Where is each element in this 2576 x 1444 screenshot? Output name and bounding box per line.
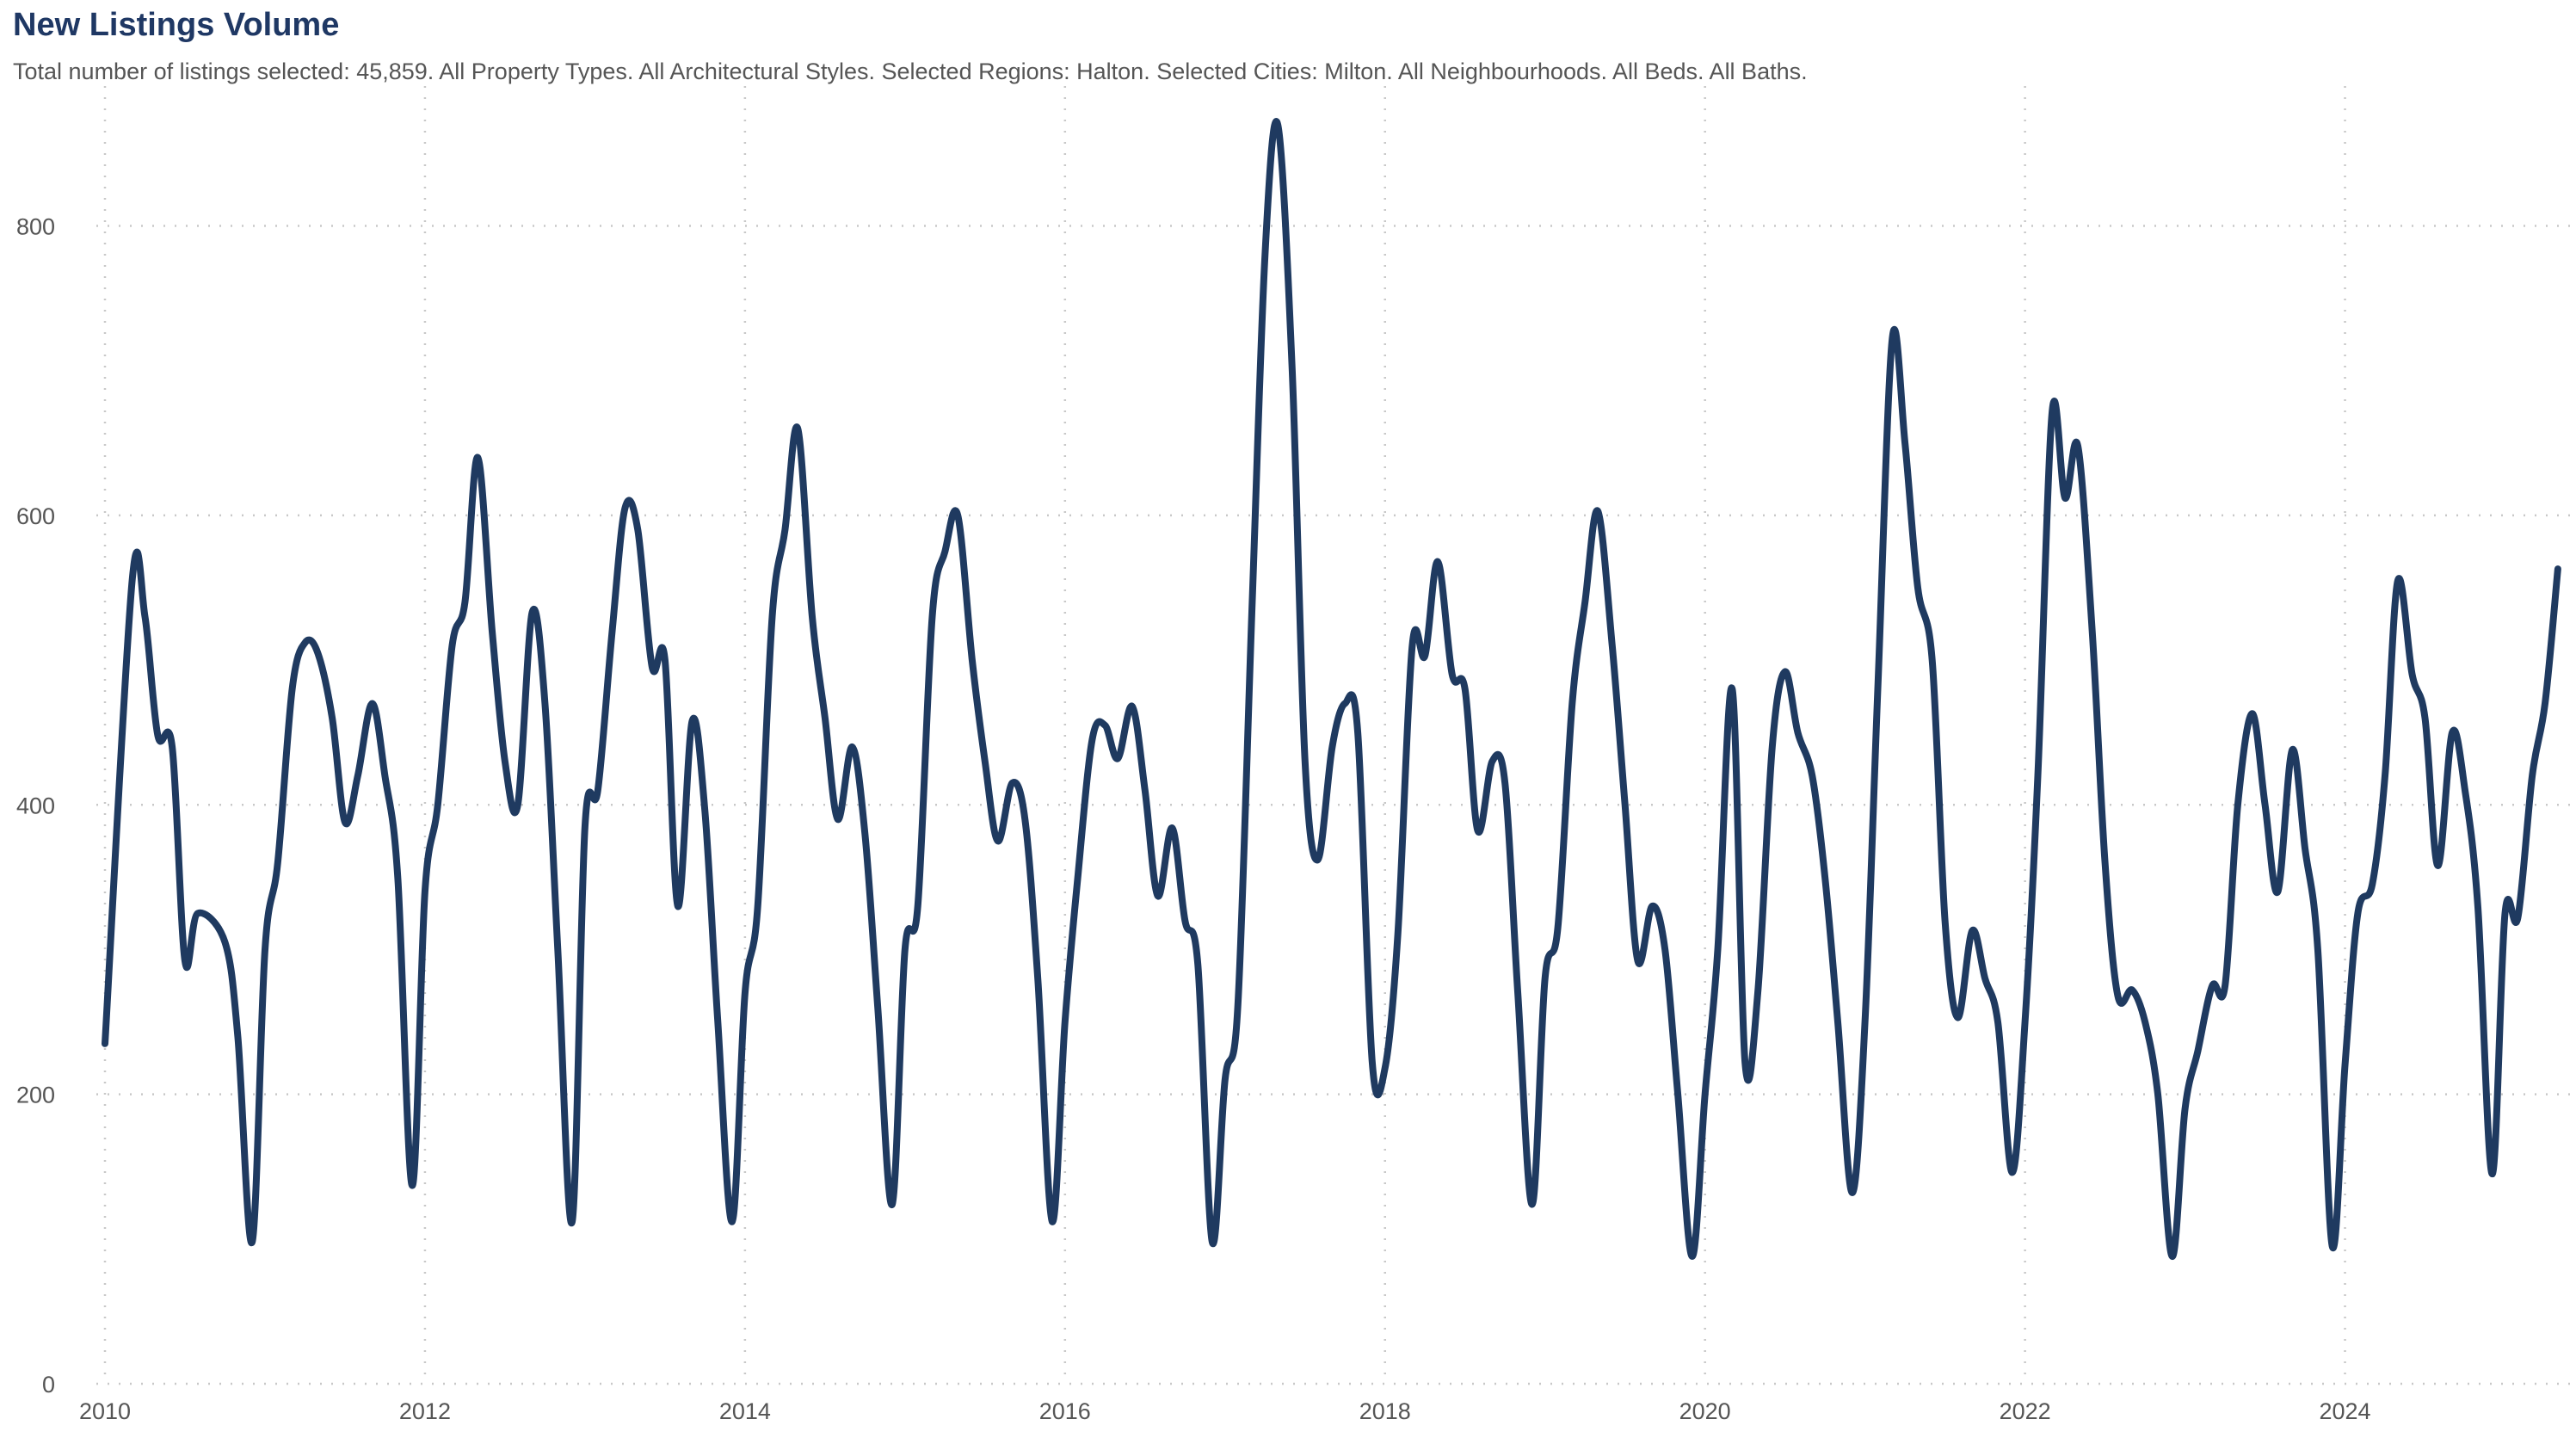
x-tick-label: 2024 [2320, 1398, 2371, 1424]
x-tick-label: 2020 [1679, 1398, 1731, 1424]
y-tick-label: 400 [16, 793, 55, 818]
y-tick-label: 800 [16, 214, 55, 240]
x-tick-label: 2018 [1359, 1398, 1411, 1424]
y-tick-label: 200 [16, 1083, 55, 1108]
series-line-0 [102, 118, 2561, 1261]
y-tick-label: 0 [42, 1372, 55, 1398]
x-tick-label: 2014 [719, 1398, 771, 1424]
x-tick-label: 2016 [1039, 1398, 1091, 1424]
x-tick-label: 2022 [2000, 1398, 2051, 1424]
grid-layer [96, 86, 2576, 1385]
x-tick-label: 2010 [79, 1398, 131, 1424]
axis-layer: 0 200 400 600 800 2010 2012 2014 2016 2018 2020 202… [16, 214, 2371, 1424]
chart-title: New Listings Volume [13, 7, 340, 43]
series-layer [102, 118, 2561, 1261]
x-tick-label: 2012 [399, 1398, 451, 1424]
chart-subtitle: Total number of listings selected: 45,85… [13, 59, 1808, 84]
y-tick-label: 600 [16, 503, 55, 529]
